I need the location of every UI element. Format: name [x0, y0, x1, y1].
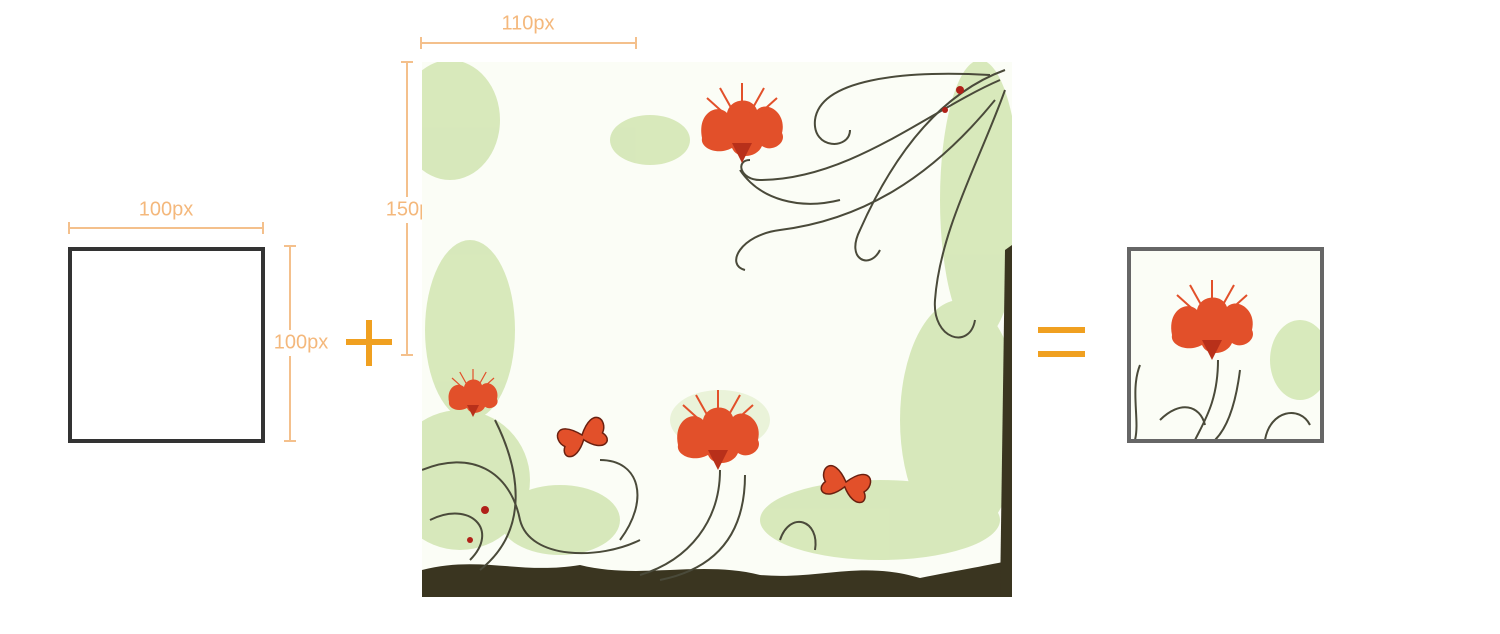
floral-image — [422, 62, 1012, 597]
height-dimension — [272, 245, 330, 442]
image-width-label: 110px — [501, 12, 554, 34]
result-box — [1127, 247, 1324, 443]
width-dimension — [68, 222, 264, 234]
box-height-label: 100px — [274, 331, 329, 353]
container-box — [68, 247, 265, 443]
plus-sign — [346, 320, 392, 366]
equals-sign — [1038, 327, 1085, 357]
cropped-result — [1131, 251, 1320, 439]
box-width-label: 100px — [139, 198, 194, 220]
image-width-dimension — [420, 37, 637, 49]
